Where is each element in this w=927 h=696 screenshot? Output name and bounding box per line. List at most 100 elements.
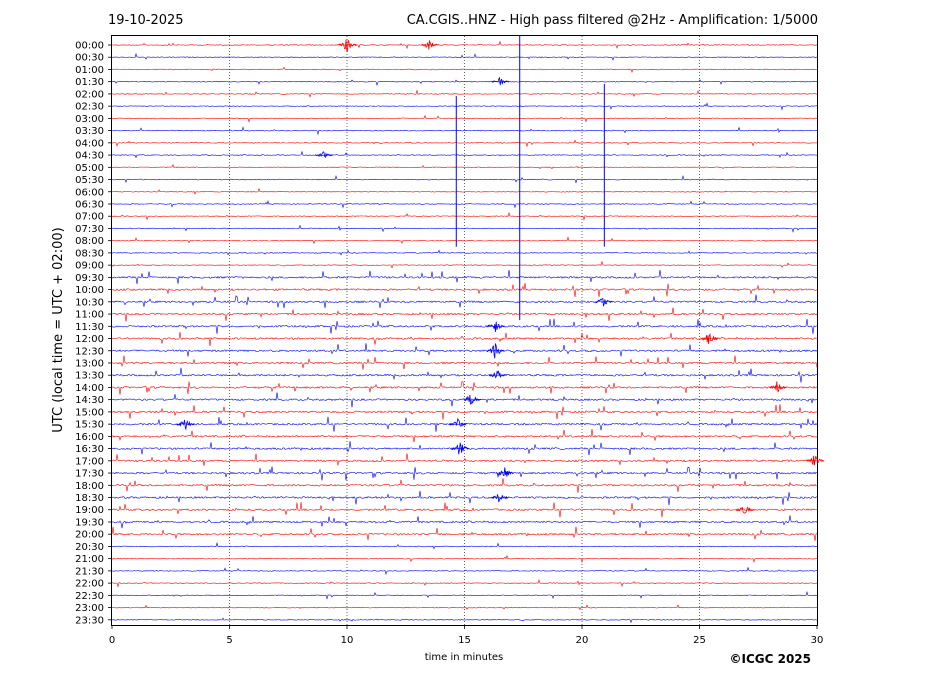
row-label-21:30: 21:30 [75,566,104,577]
x-axis-label: time in minutes [425,652,504,663]
row-label-07:00: 07:00 [75,212,104,223]
trace-row-08:30 [111,249,818,256]
event-burst-16 [594,298,613,307]
row-label-03:30: 03:30 [75,126,104,137]
row-label-12:30: 12:30 [75,346,104,357]
xtick-label-5: 5 [226,635,232,646]
trace-row-05:30 [111,174,818,184]
trace-row-00:00 [111,40,818,50]
event-burst-6 [489,370,508,379]
trace-row-19:00 [111,502,818,518]
row-label-18:30: 18:30 [75,493,104,504]
xtick-label-0: 0 [109,635,115,646]
row-label-06:00: 06:00 [75,187,104,198]
event-burst-9 [449,417,468,427]
trace-row-06:30 [111,199,818,209]
row-label-23:00: 23:00 [75,603,104,614]
row-label-02:30: 02:30 [75,102,104,113]
row-label-20:00: 20:00 [75,530,104,541]
xtick-label-30: 30 [811,635,824,646]
row-label-05:30: 05:30 [75,175,104,186]
event-burst-4 [486,321,505,333]
row-label-01:30: 01:30 [75,77,104,88]
row-label-09:30: 09:30 [75,273,104,284]
chart-date: 19-10-2025 [108,13,184,28]
trace-row-02:30 [111,102,817,111]
trace-row-21:30 [111,566,818,576]
trace-row-04:30 [111,150,818,159]
row-label-23:30: 23:30 [75,615,104,626]
event-burst-12 [491,493,510,503]
trace-row-12:00 [111,331,818,347]
trace-row-23:00 [111,604,818,611]
trace-row-10:00 [111,282,818,298]
row-label-01:00: 01:00 [75,65,104,76]
row-label-10:00: 10:00 [75,285,104,296]
trace-row-00:30 [111,52,818,61]
row-label-15:00: 15:00 [75,407,104,418]
xtick-label-25: 25 [693,635,706,646]
row-label-22:30: 22:30 [75,591,104,602]
row-label-21:00: 21:00 [75,554,104,565]
row-label-08:30: 08:30 [75,248,104,259]
row-label-08:00: 08:00 [75,236,104,247]
row-label-11:00: 11:00 [75,310,104,321]
row-label-19:00: 19:00 [75,505,104,516]
trace-row-17:00 [111,453,818,466]
trace-row-18:30 [111,490,818,506]
event-burst-15 [700,332,719,345]
row-label-04:30: 04:30 [75,151,104,162]
event-burst-1 [420,40,439,50]
trace-row-20:30 [111,541,818,550]
xtick-label-20: 20 [576,635,589,646]
trace-row-16:30 [111,441,818,456]
trace-row-01:30 [111,79,818,86]
row-label-20:30: 20:30 [75,542,104,553]
trace-row-06:00 [111,187,818,195]
trace-row-20:00 [111,526,818,541]
trace-lines [111,40,818,624]
row-label-10:30: 10:30 [75,297,104,308]
row-label-17:30: 17:30 [75,469,104,480]
row-label-16:00: 16:00 [75,432,104,443]
trace-row-07:00 [111,211,818,221]
trace-row-02:00 [112,89,818,98]
event-burst-2 [491,76,510,86]
trace-row-08:00 [111,236,818,245]
event-burst-8 [176,419,195,431]
row-label-00:00: 00:00 [75,41,104,52]
row-label-02:00: 02:00 [75,89,104,100]
row-label-09:00: 09:00 [75,261,104,272]
trace-row-11:00 [111,307,818,322]
trace-row-21:00 [111,554,818,564]
row-label-18:00: 18:00 [75,481,104,492]
event-burst-17 [806,455,825,466]
event-burst-10 [451,442,470,455]
event-burst-5 [486,343,505,359]
chart-title: CA.CGIS..HNZ - High pass filtered @2Hz -… [407,13,818,28]
row-label-07:30: 07:30 [75,224,104,235]
trace-row-17:30 [111,466,818,481]
trace-row-18:00 [111,477,818,493]
row-label-05:00: 05:00 [75,163,104,174]
trace-row-11:30 [111,318,818,334]
trace-row-03:30 [111,126,818,136]
row-label-17:00: 17:00 [75,456,104,467]
trace-row-10:30 [111,294,817,309]
row-label-04:00: 04:00 [75,138,104,149]
vertical-gridlines [229,36,700,625]
trace-row-13:00 [111,355,818,370]
trace-row-09:30 [111,269,818,285]
trace-row-01:00 [111,66,818,74]
xtick-label-15: 15 [458,635,471,646]
trace-row-09:00 [111,260,817,269]
event-burst-11 [495,467,515,477]
row-label-14:00: 14:00 [75,383,104,394]
row-label-16:30: 16:30 [75,444,104,455]
trace-row-07:30 [111,224,818,233]
row-label-06:30: 06:30 [75,199,104,210]
row-label-12:00: 12:00 [75,334,104,345]
row-label-03:00: 03:00 [75,114,104,125]
row-label-19:30: 19:30 [75,517,104,528]
